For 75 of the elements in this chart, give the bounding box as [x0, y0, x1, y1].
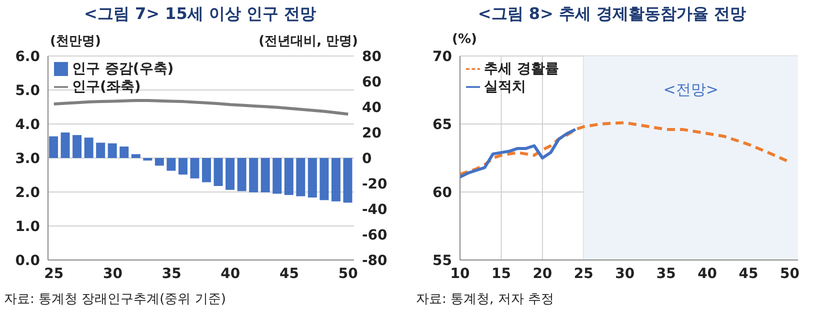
chart-title: <그림 8> 추세 경제활동참가율 전망: [476, 4, 748, 25]
y-tick-label: 1.0: [15, 218, 40, 235]
bar: [84, 138, 94, 158]
bar: [72, 135, 82, 158]
y2-tick-label: -80: [362, 252, 388, 269]
bar: [166, 158, 176, 171]
line-series: [460, 128, 577, 179]
bar: [214, 158, 223, 186]
bar: [331, 158, 340, 202]
y-tick-label: 4.0: [15, 116, 40, 133]
bar: [60, 132, 70, 158]
y-tick-label: 65: [432, 116, 452, 133]
x-tick-label: 50: [780, 266, 800, 282]
bar: [226, 158, 235, 190]
bar: [108, 143, 117, 158]
y2-tick-label: 80: [362, 48, 382, 65]
y-tick-label: 3.0: [15, 150, 40, 167]
y2-tick-label: -20: [362, 176, 388, 192]
bar: [237, 158, 246, 192]
y-axis-title: (%): [452, 32, 477, 47]
x-tick-label: 15: [491, 266, 511, 282]
y2-tick-label: 60: [362, 74, 382, 90]
x-tick-label: 25: [574, 266, 594, 282]
bar: [343, 158, 352, 203]
legend-label: 추세 경활률: [484, 61, 559, 77]
bar: [320, 158, 329, 200]
y2-tick-label: 20: [362, 125, 382, 142]
y-tick-label: 2.0: [15, 184, 40, 201]
legend-label: 인구 증감(우축): [72, 61, 174, 77]
y2-axis-title: (전년대비, 만명): [258, 33, 358, 50]
chart-title: <그림 7> 15세 이상 인구 전망: [82, 4, 318, 25]
text: 자료: 통계청 장래인구추계(중위 기준): [4, 291, 227, 308]
x-tick-label: 25: [44, 266, 64, 282]
bar: [120, 146, 129, 158]
y2-tick-label: 40: [362, 100, 382, 116]
bar: [272, 158, 282, 194]
legend-label: 실적치: [484, 79, 526, 95]
line-series: [52, 99, 350, 116]
bar: [143, 158, 152, 161]
bar: [284, 158, 294, 195]
y2-tick-label: -60: [362, 227, 388, 244]
y-axis-title: (천만명): [50, 33, 101, 50]
bar: [154, 158, 164, 166]
bar: [190, 158, 200, 178]
y2-tick-label: 0: [362, 150, 372, 167]
x-tick-label: 35: [656, 266, 676, 282]
bar: [131, 154, 140, 158]
x-tick-label: 40: [698, 266, 718, 282]
text: 자료: 통계청, 저자 추정: [416, 291, 555, 308]
y-tick-label: 70: [432, 48, 452, 65]
y-tick-label: 5.0: [15, 82, 40, 99]
bar: [49, 136, 58, 158]
x-tick-label: 40: [220, 266, 240, 282]
bar: [249, 158, 258, 192]
x-tick-label: 30: [615, 266, 635, 282]
x-tick-label: 30: [102, 266, 123, 282]
bar: [260, 158, 270, 192]
y-tick-label: 0.0: [15, 252, 40, 269]
y-tick-label: 55: [432, 252, 452, 269]
bar: [296, 158, 306, 196]
bar: [96, 142, 106, 158]
x-tick-label: 45: [280, 266, 300, 282]
x-tick-label: 10: [450, 266, 470, 282]
band-label: <전망>: [663, 80, 718, 99]
legend-label: 인구(좌축): [72, 79, 141, 95]
bar: [202, 158, 211, 182]
bar: [308, 158, 317, 198]
y-tick-label: 6.0: [15, 48, 40, 65]
bar: [178, 158, 188, 175]
x-tick-label: 45: [738, 266, 758, 282]
y-tick-label: 60: [432, 184, 452, 201]
y2-tick-label: -40: [362, 202, 388, 218]
x-tick-label: 50: [338, 266, 358, 282]
x-tick-label: 20: [532, 266, 552, 282]
x-tick-label: 35: [162, 266, 182, 282]
